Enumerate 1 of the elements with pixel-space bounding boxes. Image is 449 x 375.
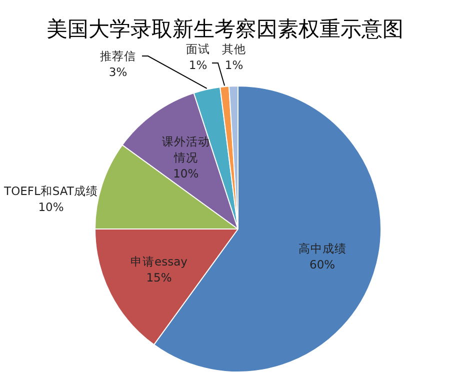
chart-title: 美国大学录取新生考察因素权重示意图 xyxy=(46,17,404,41)
